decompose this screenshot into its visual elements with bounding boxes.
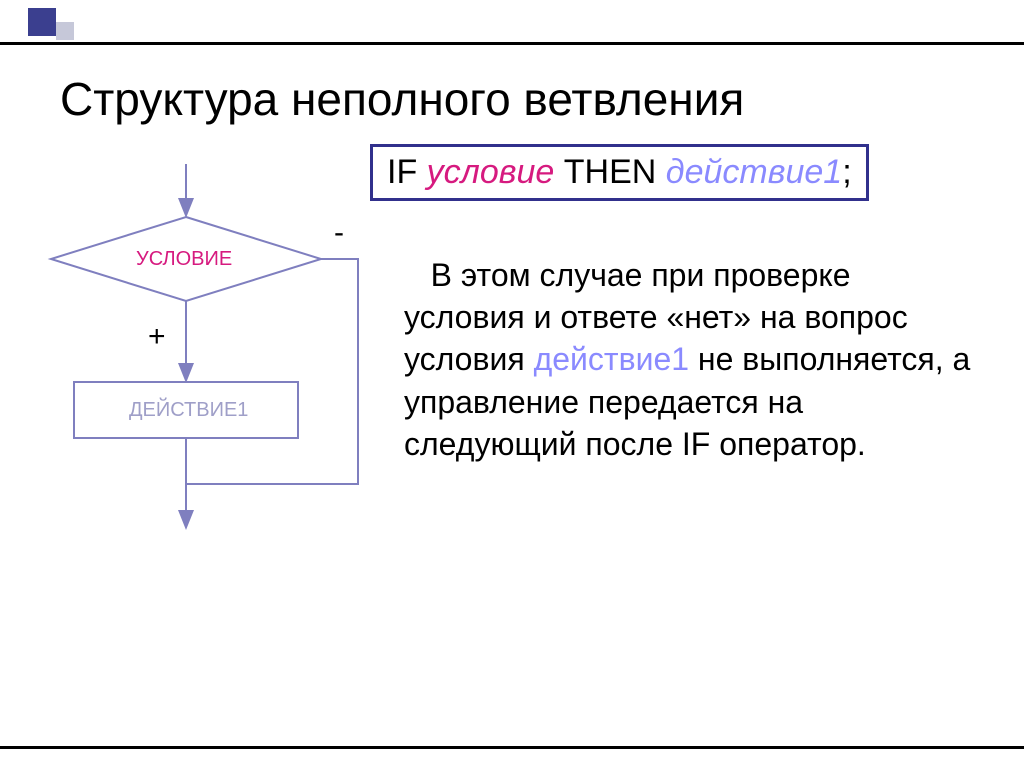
syntax-condition: условие <box>427 153 555 191</box>
flowchart-svg <box>26 164 376 564</box>
flowchart: УСЛОВИЕ ДЕЙСТВИЕ1 + - <box>26 164 376 564</box>
slide-title: Структура неполного ветвления <box>60 72 744 126</box>
syntax-box: IF условие THEN действие1; <box>370 144 869 201</box>
syntax-semicolon: ; <box>842 153 851 191</box>
corner-decoration <box>28 8 98 42</box>
syntax-action: действие1 <box>666 153 842 191</box>
kw-if: IF <box>387 153 417 191</box>
plus-label: + <box>148 320 166 354</box>
minus-label: - <box>334 216 344 250</box>
bottom-divider <box>0 746 1024 749</box>
kw-then: THEN <box>564 153 657 191</box>
top-divider <box>0 42 1024 45</box>
para-action: действие1 <box>534 341 689 377</box>
description-paragraph: В этом случае при проверке условия и отв… <box>404 254 979 465</box>
condition-label: УСЛОВИЕ <box>136 248 232 271</box>
action-label: ДЕЙСТВИЕ1 <box>129 399 248 422</box>
